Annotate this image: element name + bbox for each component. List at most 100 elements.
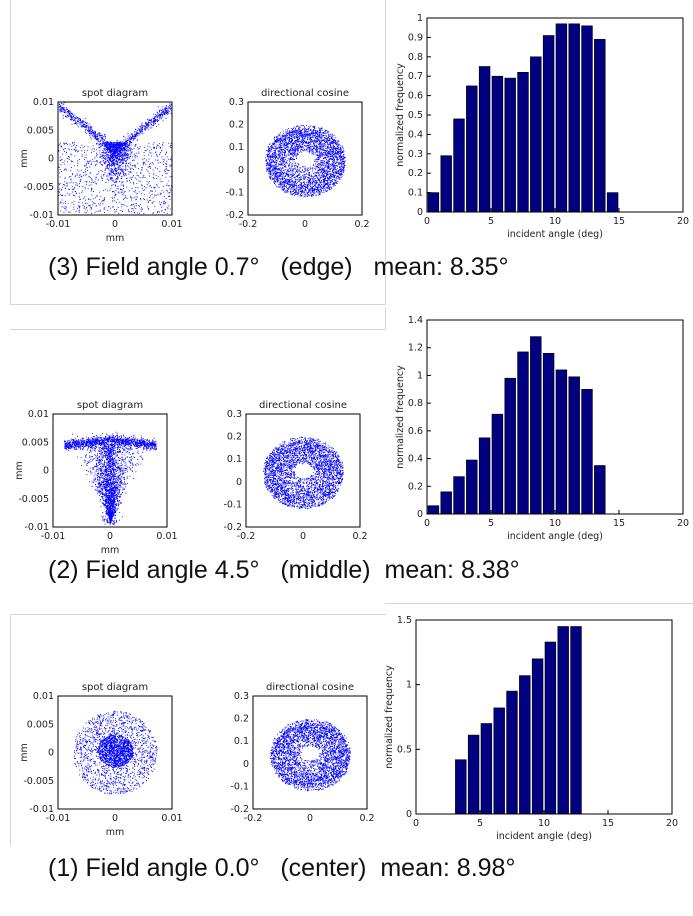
x-tick-label: 0 [424,518,430,529]
x-tick-label: 15 [602,818,614,829]
histogram-bar [594,466,605,515]
y-tick-label: 0.2 [227,432,242,443]
panel-caption: (3) Field angle 0.7° (edge) mean: 8.35° [48,253,509,282]
histogram-bar [532,659,543,814]
histogram-bar [479,438,490,514]
x-tick-label: 10 [538,818,550,829]
y-tick-label: 0 [243,759,249,770]
x-tick-label: 5 [477,818,483,829]
y-tick-label: 0.3 [229,97,244,108]
x-tick-label: 0.01 [161,813,182,824]
y-axis-label: mm [19,743,30,762]
y-tick-label: 0.6 [408,426,423,437]
histogram-bar [468,735,479,814]
plot-frame [248,102,362,215]
y-tick-label: 1.2 [408,343,423,354]
y-tick-label: -0.01 [24,522,49,533]
scatter-points [64,432,157,525]
histogram-bar [479,67,490,213]
y-axis-label: normalized frequency [395,63,406,167]
y-tick-label: 0.005 [27,125,54,136]
histogram-bar [558,627,569,815]
histogram-bar [454,119,465,212]
y-tick-label: -0.01 [29,210,54,221]
y-tick-label: -0.1 [230,781,249,792]
histogram-bar [582,389,593,514]
panel-frame [10,308,386,330]
histogram-bar [569,377,580,514]
histogram-bar [519,676,530,814]
y-tick-label: 0.5 [397,744,412,755]
x-axis-label: incident angle (deg) [507,531,603,542]
y-tick-label: 1 [406,680,412,691]
histogram-bar [492,414,503,514]
panel-caption: (2) Field angle 4.5° (middle) mean: 8.38… [48,556,520,585]
plot-title: spot diagram [77,400,143,411]
x-tick-label: 0.01 [161,219,182,230]
x-tick-label: 5 [488,518,494,529]
y-tick-label: -0.1 [223,499,242,510]
y-tick-label: 0 [43,466,49,477]
histogram-bar [594,39,605,212]
x-axis-label: mm [106,827,125,838]
y-tick-label: -0.2 [230,804,249,815]
y-tick-label: 0 [417,207,423,218]
histogram-bar [518,72,529,212]
scatter-points [74,711,158,795]
y-axis-label: mm [19,149,30,168]
plot-title: directional cosine [261,88,349,99]
x-tick-label: 15 [613,518,625,529]
histogram-bar [455,760,466,814]
histogram-bar [571,627,582,815]
y-tick-label: 0 [417,509,423,520]
histogram-bar [441,492,452,514]
histogram-bar [545,642,556,814]
plot-frame [427,18,683,212]
x-tick-label: 0 [300,531,306,542]
plot-frame [427,320,683,514]
y-tick-label: 0.005 [22,437,49,448]
y-tick-label: 1 [417,370,423,381]
y-tick-label: 0.2 [408,168,423,179]
plot-title: spot diagram [82,682,148,693]
y-tick-label: -0.2 [223,522,242,533]
histogram-bar [556,370,567,514]
y-tick-label: 0 [48,154,54,165]
y-tick-label: 0.4 [408,129,423,140]
x-tick-label: 0.2 [352,531,367,542]
histogram-bar [505,378,516,514]
y-tick-label: 0.1 [227,454,242,465]
x-tick-label: 10 [549,216,561,227]
y-tick-label: 0.7 [408,71,423,82]
histogram-bar [530,337,541,514]
histogram-bar [607,193,618,212]
x-tick-label: 5 [488,216,494,227]
x-axis-label: incident angle (deg) [507,229,603,240]
y-axis-label: normalized frequency [384,665,395,769]
x-tick-label: 10 [549,518,561,529]
histogram-bar [466,460,477,514]
y-tick-label: 0 [406,809,412,820]
x-tick-label: 0 [112,219,118,230]
y-tick-label: 0.3 [227,409,242,420]
y-tick-label: 1.5 [397,615,412,626]
x-tick-label: 0 [107,531,113,542]
y-tick-label: 0.01 [28,409,49,420]
histogram-bar [582,26,593,212]
y-tick-label: 0.01 [33,97,54,108]
scatter-points [263,437,344,509]
histogram-bar [518,352,529,514]
y-tick-label: 0.4 [408,454,423,465]
plot-title: directional cosine [259,400,347,411]
y-axis-label: normalized frequency [395,365,406,469]
histogram-bar [441,156,452,212]
y-tick-label: 0.1 [234,736,249,747]
y-tick-label: 0 [236,477,242,488]
x-tick-label: 0 [302,219,308,230]
histogram-bar [507,691,518,814]
histogram-bar [543,36,554,213]
plot-frame [416,620,672,814]
